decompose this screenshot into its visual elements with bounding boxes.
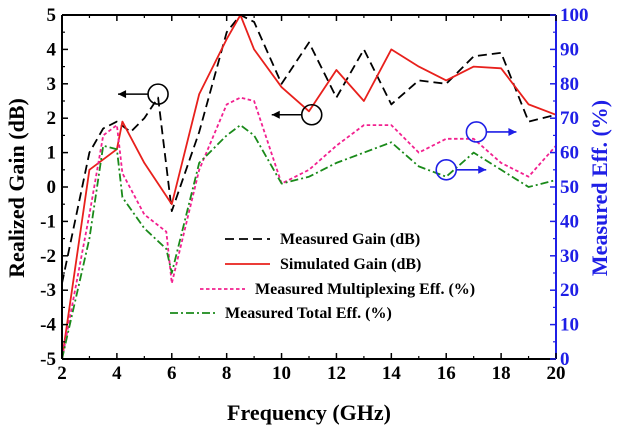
- right-y-tick-label: 20: [560, 280, 579, 301]
- annotation-2: [271, 103, 323, 126]
- right-y-tick-label: 60: [560, 143, 579, 164]
- right-y-tick-label: 80: [560, 74, 579, 95]
- legend-label: Simulated Gain (dB): [280, 256, 421, 273]
- left-y-tick-label: 2: [47, 108, 57, 129]
- series-line-4: [61, 124, 557, 360]
- legend-label: Measured Total Eff. (%): [225, 305, 392, 322]
- x-axis-title: Frequency (GHz): [227, 400, 391, 425]
- legend-item-4: Measured Total Eff. (%): [170, 305, 392, 322]
- annotation-arrow-head: [478, 165, 487, 174]
- right-y-tick-label: 40: [560, 211, 579, 232]
- right-y-tick-label: 50: [560, 177, 579, 198]
- annotation-arrow-head: [118, 90, 127, 99]
- x-tick-label: 4: [112, 363, 122, 384]
- series-layer: [61, 14, 557, 360]
- x-tick-label: 8: [222, 363, 232, 384]
- left-y-tick-label: -3: [40, 280, 56, 301]
- legend-item-3: Measured Multiplexing Eff. (%): [200, 281, 475, 298]
- annotation-circle: [465, 121, 488, 143]
- right-y-axis-title: Measured Eff. (%): [587, 100, 612, 276]
- left-y-tick-label: 4: [47, 39, 57, 60]
- legend-item-1: Measured Gain (dB): [225, 231, 420, 248]
- x-tick-label: 16: [437, 363, 456, 384]
- x-tick-label: 18: [492, 363, 511, 384]
- legend: Measured Gain (dB) Simulated Gain (dB) Mea…: [170, 231, 475, 322]
- annotation-circle: [435, 159, 458, 181]
- annotation-4: [435, 159, 487, 181]
- right-y-tick-label: 10: [560, 315, 579, 336]
- left-y-tick-label: 5: [47, 5, 57, 26]
- x-tick-label: 10: [272, 363, 291, 384]
- left-y-tick-label: -4: [40, 315, 56, 336]
- left-y-tick-label: -5: [40, 349, 56, 370]
- left-y-tick-label: 3: [47, 74, 57, 95]
- annotation-3: [465, 121, 517, 143]
- left-y-tick-label: -2: [40, 246, 56, 267]
- x-tick-label: 20: [547, 363, 566, 384]
- legend-label: Measured Gain (dB): [280, 231, 420, 248]
- left-y-tick-label: 1: [47, 143, 57, 164]
- left-y-tick-label: -1: [40, 211, 56, 232]
- annotation-arrow-head: [271, 110, 280, 119]
- left-y-axis-title: Realized Gain (dB): [4, 98, 29, 278]
- right-y-tick-label: 70: [560, 108, 579, 129]
- series-line-2: [61, 14, 557, 360]
- right-y-tick-label: 90: [560, 39, 579, 60]
- x-tick-label: 12: [327, 363, 346, 384]
- annotation-arrow-head: [508, 127, 517, 136]
- legend-label: Measured Multiplexing Eff. (%): [255, 281, 475, 298]
- annotation-1: [118, 83, 169, 105]
- right-y-tick-label: 30: [560, 246, 579, 267]
- series-line-3: [61, 96, 557, 360]
- x-tick-label: 2: [57, 363, 67, 384]
- annotation-layer: [118, 83, 517, 181]
- left-y-tick-label: 0: [47, 177, 57, 198]
- right-y-tick-label: 0: [560, 349, 570, 370]
- axis-layer: 2 4 6 8 10 12 14 16 18 20-5-4-3-2-101234501020304…: [40, 5, 588, 384]
- legend-item-2: Simulated Gain (dB): [225, 256, 421, 273]
- right-y-tick-label: 100: [560, 5, 589, 26]
- x-tick-label: 14: [382, 363, 402, 384]
- x-tick-label: 6: [167, 363, 177, 384]
